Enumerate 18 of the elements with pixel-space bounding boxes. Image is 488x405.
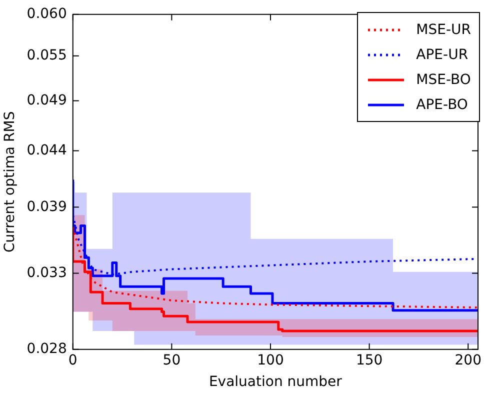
y-tick-label: 0.049 [26,92,67,108]
y-tick-label: 0.060 [26,6,67,22]
x-tick-label: 200 [454,352,482,368]
y-tick-label: 0.039 [26,198,67,215]
x-tick-label: 100 [257,352,284,368]
legend-label: MSE-BO [416,72,471,88]
x-tick-label: 50 [162,352,181,368]
x-tick-label: 150 [356,352,383,368]
y-tick-label: 0.055 [26,47,67,64]
legend-label: APE-UR [416,46,468,62]
y-tick-label: 0.033 [26,264,67,281]
legend-label: APE-BO [416,96,468,112]
y-tick-label: 0.028 [26,341,67,358]
x-axis-title: Evaluation number [208,374,342,390]
y-axis-title: Current optima RMS [2,111,18,253]
legend-label: MSE-UR [416,22,471,38]
y-tick-label: 0.044 [26,142,67,158]
x-tick-label: 0 [68,352,78,368]
